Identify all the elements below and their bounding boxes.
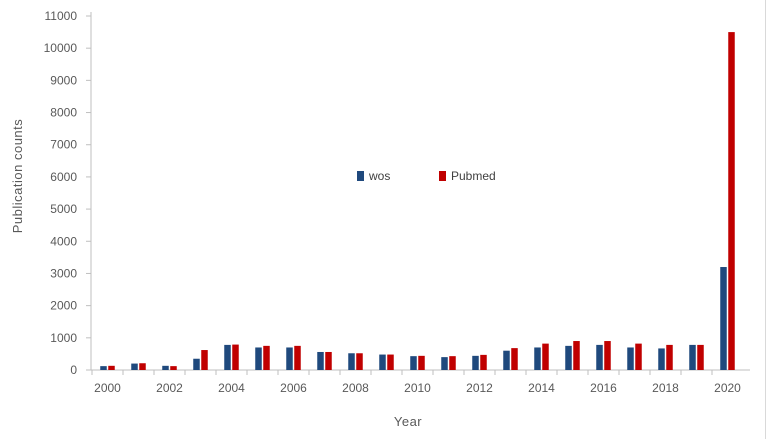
y-axis-title: Publication counts xyxy=(10,119,25,234)
bar-pubmed-2006 xyxy=(294,345,301,370)
bar-wos-2003 xyxy=(193,358,200,370)
bar-pubmed-2012 xyxy=(480,354,487,370)
y-tick-label: 5000 xyxy=(50,202,77,216)
y-tick-label: 7000 xyxy=(50,138,77,152)
x-tick-label: 2020 xyxy=(714,381,741,395)
legend-label-wos: wos xyxy=(368,169,390,183)
bar-pubmed-2011 xyxy=(449,356,456,370)
bar-pubmed-2002 xyxy=(170,366,177,370)
bar-wos-2009 xyxy=(379,354,386,370)
bar-wos-2019 xyxy=(689,344,696,370)
bar-pubmed-2005 xyxy=(263,345,270,370)
y-tick-label: 2000 xyxy=(50,299,77,313)
bar-pubmed-2003 xyxy=(201,350,208,370)
bar-wos-2005 xyxy=(255,347,262,370)
bar-wos-2015 xyxy=(565,345,572,370)
bar-pubmed-2016 xyxy=(604,341,611,370)
bar-wos-2006 xyxy=(286,347,293,370)
bar-wos-2013 xyxy=(503,350,510,370)
bar-wos-2011 xyxy=(441,357,448,370)
bar-wos-2010 xyxy=(410,356,417,370)
y-tick-label: 9000 xyxy=(50,73,77,87)
x-axis: 2000 2002 2004 2006 2008 2010 2012 2014 2016 2018… xyxy=(91,369,750,395)
bar-wos-2020 xyxy=(720,267,727,370)
bar-pubmed-2019 xyxy=(697,344,704,370)
bar-pubmed-2018 xyxy=(666,344,673,370)
bar-wos-2002 xyxy=(162,365,169,370)
y-tick-label: 1000 xyxy=(50,331,77,345)
bar-pubmed-2020 xyxy=(728,32,735,370)
y-tick-label: 6000 xyxy=(50,170,77,184)
x-tick-label: 2000 xyxy=(94,381,121,395)
bar-wos-2001 xyxy=(131,363,138,370)
y-axis: 0 1000 2000 3000 4000 5000 6000 7000 8000 9000 100… xyxy=(44,9,92,377)
bar-pubmed-2000 xyxy=(108,365,115,370)
bars xyxy=(100,32,735,370)
bar-pubmed-2013 xyxy=(511,348,518,370)
x-tick-label: 2010 xyxy=(404,381,431,395)
bar-wos-2014 xyxy=(534,347,541,370)
bar-pubmed-2014 xyxy=(542,343,549,370)
x-tick-label: 2002 xyxy=(156,381,183,395)
bar-wos-2004 xyxy=(224,344,231,370)
x-tick-label: 2004 xyxy=(218,381,245,395)
bar-wos-2018 xyxy=(658,348,665,370)
bar-pubmed-2010 xyxy=(418,355,425,370)
bar-pubmed-2008 xyxy=(356,353,363,370)
x-tick-label: 2008 xyxy=(342,381,369,395)
bar-pubmed-2017 xyxy=(635,343,642,370)
y-tick-label: 4000 xyxy=(50,234,77,248)
legend-label-pubmed: Pubmed xyxy=(451,169,496,183)
legend-swatch-wos xyxy=(357,171,364,181)
bar-wos-2007 xyxy=(317,351,324,370)
legend-swatch-pubmed xyxy=(439,171,446,181)
bar-wos-2016 xyxy=(596,344,603,370)
y-tick-label: 11000 xyxy=(45,9,78,23)
legend: wos Pubmed xyxy=(357,169,496,183)
x-tick-label: 2012 xyxy=(466,381,493,395)
frame-edge xyxy=(765,0,766,439)
bar-pubmed-2001 xyxy=(139,363,146,370)
x-tick-label: 2006 xyxy=(280,381,307,395)
bar-pubmed-2007 xyxy=(325,351,332,370)
x-axis-title: Year xyxy=(394,414,422,429)
y-tick-label: 10000 xyxy=(44,41,78,55)
bar-wos-2012 xyxy=(472,355,479,370)
bar-pubmed-2004 xyxy=(232,344,239,370)
y-tick-label: 3000 xyxy=(50,266,77,280)
x-tick-label: 2014 xyxy=(528,381,555,395)
y-tick-label: 8000 xyxy=(50,106,77,120)
bar-wos-2017 xyxy=(627,347,634,370)
bar-wos-2000 xyxy=(100,366,107,370)
x-tick-label: 2016 xyxy=(590,381,617,395)
x-tick-label: 2018 xyxy=(652,381,679,395)
bar-pubmed-2015 xyxy=(573,341,580,370)
bar-pubmed-2009 xyxy=(387,354,394,370)
bar-wos-2008 xyxy=(348,353,355,370)
y-tick-label: 0 xyxy=(70,363,77,377)
